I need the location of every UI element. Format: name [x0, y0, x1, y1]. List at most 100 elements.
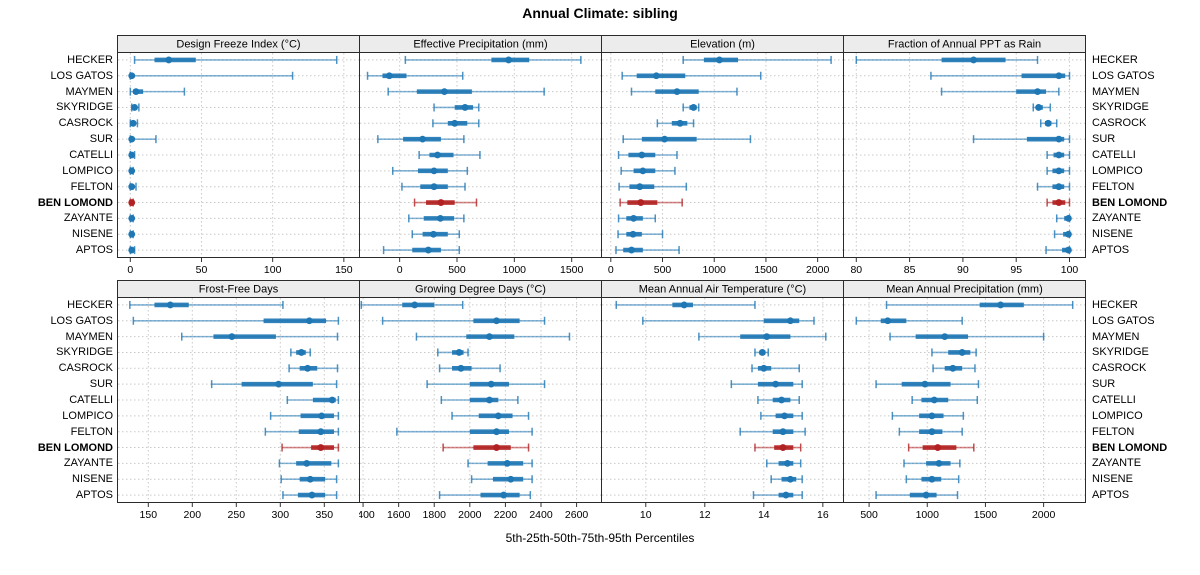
station-label-los-gatos: LOS GATOS: [1092, 314, 1155, 327]
percentile-bar-ben-lomond: [1046, 198, 1071, 207]
axis-tick-label: 1000: [916, 509, 940, 521]
station-label-nisene: NISENE: [72, 228, 113, 241]
median-dot: [1035, 104, 1042, 111]
percentile-bar-casrock: [438, 364, 501, 373]
station-label-felton: FELTON: [1092, 425, 1135, 438]
median-dot: [303, 459, 311, 467]
percentile-bar-maymen: [129, 87, 186, 96]
station-label-felton: FELTON: [70, 180, 113, 193]
station-label-maymen: MAYMEN: [65, 85, 113, 98]
percentile-bar-maymen: [889, 332, 1045, 341]
median-dot: [419, 135, 426, 143]
strip-title: Frost-Free Days: [199, 284, 279, 296]
median-dot: [1065, 230, 1072, 238]
percentile-bar-aptos: [382, 246, 461, 255]
percentile-bar-casrock: [751, 364, 800, 373]
percentile-bar-felton: [898, 427, 963, 436]
median-dot: [676, 119, 684, 127]
median-dot: [639, 167, 647, 175]
median-dot: [451, 119, 459, 127]
median-dot: [385, 72, 393, 80]
percentile-bar-lompico: [760, 411, 803, 420]
median-dot: [455, 349, 463, 356]
station-label-nisene: NISENE: [72, 473, 113, 486]
percentile-bar-los-gatos: [128, 71, 294, 80]
panel-effective-precipitation-mm: Effective Precipitation (mm) 0 500 1000 1500: [359, 35, 602, 276]
median-dot: [128, 151, 136, 159]
percentile-bar-ben-lomond: [754, 443, 802, 452]
percentile-bar-nisene: [411, 230, 461, 239]
median-dot: [317, 444, 325, 451]
station-label-catelli: CATELLI: [69, 149, 113, 161]
percentile-bar-nisene: [280, 475, 338, 484]
strip-title: Growing Degree Days (°C): [415, 284, 546, 296]
percentile-bar-lompico: [269, 411, 340, 420]
axis-tick-label: 1500: [754, 264, 778, 276]
percentile-bar-hecker: [855, 55, 1039, 64]
median-dot: [784, 459, 791, 467]
median-dot: [758, 349, 766, 356]
axis-tick-label: 1400: [359, 509, 375, 521]
percentile-bar-nisene: [128, 230, 136, 239]
percentile-bar-zayante: [467, 459, 533, 468]
median-dot: [166, 301, 174, 309]
median-dot: [1055, 151, 1063, 159]
station-label-skyridge: SKYRIDGE: [56, 346, 113, 359]
median-dot: [411, 301, 419, 309]
axis-tick-label: 300: [272, 509, 290, 521]
axis-tick-label: 95: [1010, 264, 1022, 276]
station-label-casrock: CASROCK: [1092, 362, 1147, 375]
median-dot: [128, 214, 136, 222]
axis-tick-label: 2200: [494, 509, 518, 521]
percentile-bar-los-gatos: [642, 316, 815, 325]
station-label-hecker: HECKER: [67, 53, 113, 66]
panel-row-2: HECKER LOS GATOS MAYMEN SKYRIDGE CASROCK SUR C…: [0, 280, 1200, 525]
median-dot: [779, 444, 787, 451]
median-dot: [308, 491, 316, 499]
percentile-bar-felton: [264, 427, 340, 436]
median-dot: [779, 428, 787, 436]
median-dot: [430, 167, 438, 175]
axis-tick-label: 80: [850, 264, 862, 276]
median-dot: [661, 135, 668, 143]
percentile-bar-aptos: [752, 491, 803, 500]
station-label-ben-lomond: BEN LOMOND: [37, 441, 113, 454]
panel-row-1: HECKER LOS GATOS MAYMEN SKYRIDGE CASROCK SUR C…: [0, 35, 1200, 280]
station-label-sur: SUR: [1092, 378, 1116, 391]
percentile-bar-aptos: [875, 491, 959, 500]
median-dot: [1055, 167, 1063, 175]
median-dot: [935, 459, 943, 467]
median-dot: [128, 167, 136, 175]
percentile-bar-ben-lomond: [907, 443, 975, 452]
percentile-bar-catelli: [1046, 151, 1071, 159]
percentile-bar-zayante: [617, 214, 657, 223]
percentiles-caption: 5th-25th-50th-75th-95th Percentiles: [505, 531, 695, 545]
station-label-hecker: HECKER: [67, 298, 113, 311]
median-dot: [786, 317, 794, 325]
axis-tick-label: 0: [608, 264, 614, 276]
station-label-aptos: APTOS: [75, 489, 113, 502]
panel-wrap: Frost-Free Days 150 200 250 300 350: [117, 280, 360, 525]
strip: [843, 280, 1086, 298]
median-dot: [437, 199, 445, 206]
percentile-bar-maymen: [698, 332, 827, 341]
panel-mean-annual-air-temperature-c: Mean Annual Air Temperature (°C) 10 12 14 16: [601, 280, 844, 521]
strip-title: Mean Annual Precipitation (mm): [886, 284, 1043, 296]
percentile-bar-sur: [622, 135, 752, 144]
median-dot: [958, 349, 966, 356]
median-dot: [436, 214, 444, 222]
median-dot: [317, 428, 325, 436]
median-dot: [782, 491, 790, 499]
median-dot: [305, 317, 313, 325]
axis-tick-label: 500: [654, 264, 672, 276]
median-dot: [128, 230, 136, 238]
panel-wrap: Growing Degree Days (°C) 1400 1600 1800 2000…: [359, 280, 602, 525]
median-dot: [1055, 72, 1063, 80]
station-label-zayante: ZAYANTE: [63, 457, 113, 470]
percentile-bar-nisene: [905, 475, 960, 484]
median-dot: [1055, 199, 1063, 206]
station-label-ben-lomond: BEN LOMOND: [37, 196, 113, 209]
axis-tick-label: 500: [860, 509, 878, 521]
median-dot: [306, 475, 314, 483]
axis-tick-label: 1600: [387, 509, 411, 521]
